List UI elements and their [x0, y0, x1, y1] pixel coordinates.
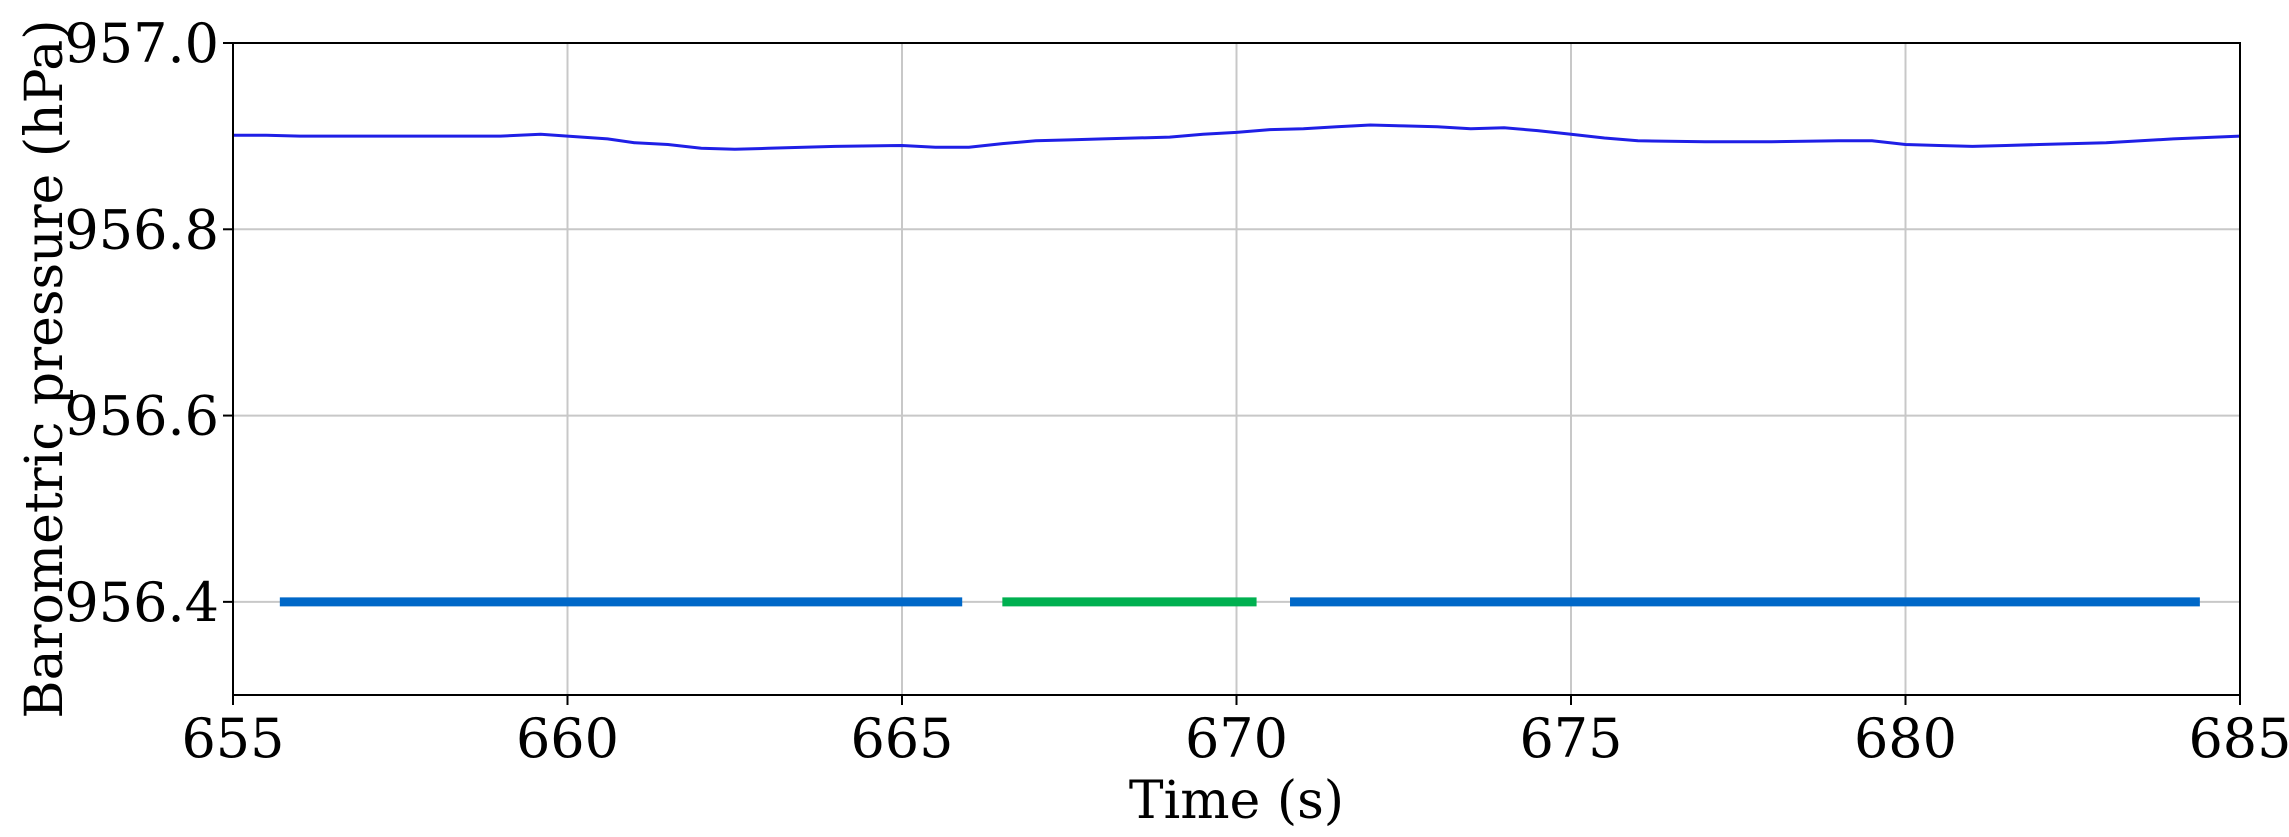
y-tick-label: 956.4: [64, 571, 219, 634]
series: [233, 123, 2241, 151]
y-ticks: 956.4 956.6 956.8 957.0: [64, 12, 233, 634]
x-axis-label: Time (s): [1129, 771, 1344, 831]
y-tick-label: 957.0: [64, 12, 219, 75]
x-tick-label: 665: [850, 707, 953, 770]
x-tick-label: 655: [181, 707, 284, 770]
series-line-1: [233, 123, 2241, 151]
y-axis-label: Barometric pressure (hPa): [15, 19, 75, 718]
y-tick-label: 956.6: [64, 385, 219, 448]
x-tick-label: 685: [2188, 707, 2289, 770]
x-tick-label: 670: [1185, 707, 1288, 770]
x-tick-label: 680: [1854, 707, 1957, 770]
y-tick-label: 956.8: [64, 198, 219, 261]
x-tick-label: 660: [516, 707, 619, 770]
x-tick-label: 675: [1519, 707, 1622, 770]
grid: [233, 43, 2240, 695]
x-ticks: 655 660 665 670 675 680 685: [181, 695, 2289, 770]
